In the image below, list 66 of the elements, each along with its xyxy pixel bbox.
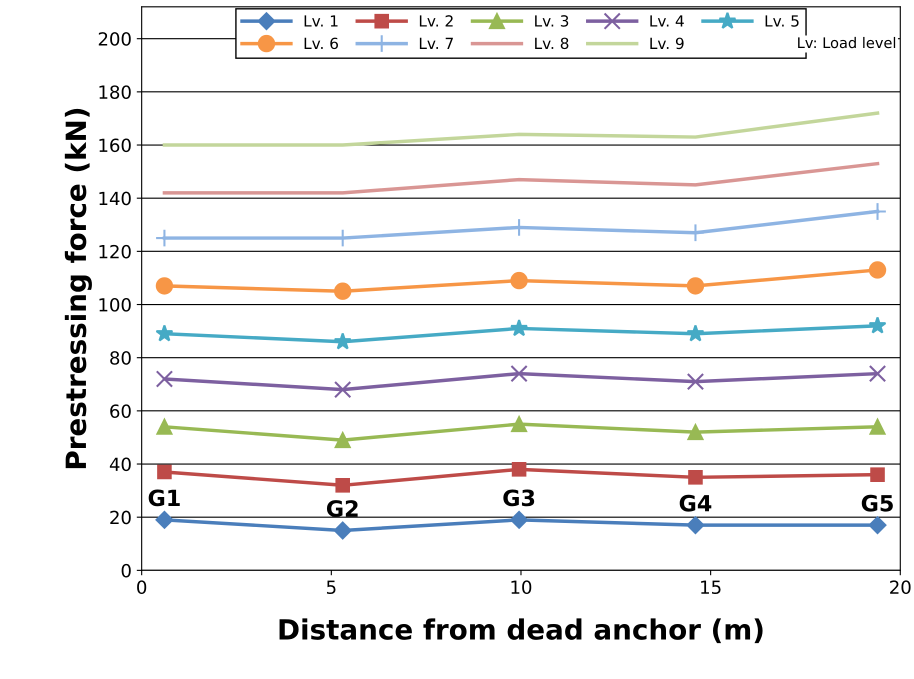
legend-label: Lv. 6 [304, 38, 338, 50]
legend-label: Lv. 9 [650, 38, 684, 50]
legend-label: Lv. 5 [766, 15, 799, 27]
point [868, 516, 886, 534]
legend-label: Lv. 8 [535, 38, 568, 50]
point [334, 332, 352, 350]
point [334, 380, 352, 398]
point [686, 516, 704, 534]
y-tick-label: 20 [110, 510, 131, 524]
point [868, 364, 886, 382]
x-axis-title: Distance from dead anchor (m) [280, 618, 763, 644]
x-tick-label: 10 [511, 580, 532, 594]
point [334, 522, 352, 540]
point [868, 316, 886, 334]
point [157, 464, 172, 480]
x-tick-label: 20 [890, 580, 911, 594]
x-tick-label: 0 [137, 580, 146, 594]
point [686, 277, 704, 295]
legend-label: Lv. 4 [650, 15, 684, 27]
y-tick-label: 60 [110, 404, 131, 418]
point [510, 510, 528, 529]
annotation: Lv: Load level [798, 36, 896, 48]
y-tick-label: 140 [99, 192, 131, 206]
point [335, 478, 350, 493]
annotation: G4 [680, 494, 712, 512]
point [156, 510, 174, 529]
y-tick-label: 120 [99, 244, 131, 258]
point [511, 416, 528, 432]
y-tick-label: 180 [99, 85, 131, 99]
point [686, 324, 704, 342]
legend-label: Lv. 7 [420, 38, 453, 49]
point [334, 432, 351, 448]
annotation: G2 [326, 500, 358, 517]
point [510, 272, 528, 290]
point [686, 372, 704, 390]
point [870, 467, 885, 482]
annotation: G5 [862, 494, 893, 512]
y-axis-title: Prestressing force (kN) [64, 108, 92, 468]
point [155, 324, 174, 342]
annotation: G3 [503, 489, 534, 506]
legend-label: Lv. 3 [535, 15, 568, 27]
line-series [162, 162, 880, 195]
y-tick-label: 160 [99, 138, 131, 152]
legend-label: Lv. 2 [420, 15, 453, 27]
point [156, 370, 174, 388]
point [334, 282, 352, 300]
line-series [162, 111, 880, 147]
x-tick-label: 5 [326, 580, 336, 594]
point [870, 418, 886, 435]
point [510, 364, 528, 382]
annotation: G1 [148, 489, 180, 506]
point [687, 424, 704, 440]
point [156, 418, 172, 435]
y-tick-label: 100 [99, 298, 131, 312]
y-tick-label: 0 [122, 564, 131, 578]
point [156, 277, 174, 295]
point [868, 202, 887, 221]
x-tick-label: 15 [701, 580, 721, 594]
point [688, 470, 703, 485]
point [868, 261, 886, 279]
legend-label: Lv. 1 [304, 15, 338, 27]
y-tick-label: 200 [98, 32, 131, 46]
y-tick-label: 80 [110, 351, 131, 365]
point [510, 319, 528, 336]
point [512, 462, 526, 477]
y-tick-label: 40 [110, 457, 131, 472]
